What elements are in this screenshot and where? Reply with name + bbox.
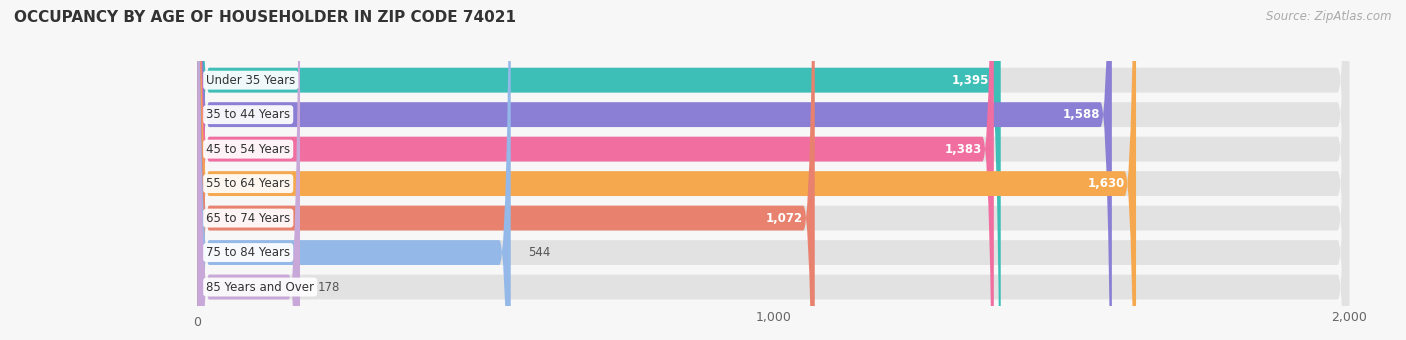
Text: 178: 178 bbox=[318, 280, 340, 293]
FancyBboxPatch shape bbox=[197, 0, 1350, 340]
Text: 1,588: 1,588 bbox=[1063, 108, 1101, 121]
FancyBboxPatch shape bbox=[197, 0, 1350, 340]
FancyBboxPatch shape bbox=[197, 0, 1350, 340]
Text: 85 Years and Over: 85 Years and Over bbox=[207, 280, 314, 293]
Text: Under 35 Years: Under 35 Years bbox=[207, 74, 295, 87]
FancyBboxPatch shape bbox=[197, 0, 994, 340]
Text: 45 to 54 Years: 45 to 54 Years bbox=[207, 142, 290, 156]
FancyBboxPatch shape bbox=[197, 0, 1136, 340]
Text: Source: ZipAtlas.com: Source: ZipAtlas.com bbox=[1267, 10, 1392, 23]
FancyBboxPatch shape bbox=[197, 0, 510, 340]
FancyBboxPatch shape bbox=[197, 0, 1350, 340]
FancyBboxPatch shape bbox=[197, 0, 299, 340]
Text: OCCUPANCY BY AGE OF HOUSEHOLDER IN ZIP CODE 74021: OCCUPANCY BY AGE OF HOUSEHOLDER IN ZIP C… bbox=[14, 10, 516, 25]
FancyBboxPatch shape bbox=[197, 0, 1350, 340]
Text: 1,072: 1,072 bbox=[766, 211, 803, 225]
FancyBboxPatch shape bbox=[197, 0, 1350, 340]
FancyBboxPatch shape bbox=[197, 0, 814, 340]
Text: 1,395: 1,395 bbox=[952, 74, 990, 87]
Text: 1,630: 1,630 bbox=[1087, 177, 1125, 190]
Text: 55 to 64 Years: 55 to 64 Years bbox=[207, 177, 290, 190]
Text: 0: 0 bbox=[194, 316, 201, 329]
Text: 35 to 44 Years: 35 to 44 Years bbox=[207, 108, 290, 121]
Text: 544: 544 bbox=[529, 246, 550, 259]
FancyBboxPatch shape bbox=[197, 0, 1112, 340]
Text: 1,383: 1,383 bbox=[945, 142, 983, 156]
Text: 75 to 84 Years: 75 to 84 Years bbox=[207, 246, 290, 259]
FancyBboxPatch shape bbox=[197, 0, 1350, 340]
Text: 65 to 74 Years: 65 to 74 Years bbox=[207, 211, 291, 225]
FancyBboxPatch shape bbox=[197, 0, 1001, 340]
